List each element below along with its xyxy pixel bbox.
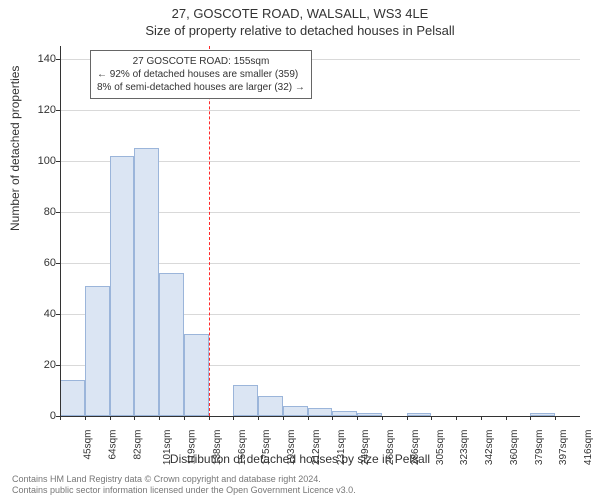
y-tick-label: 140: [30, 53, 56, 65]
histogram-bar: [283, 406, 308, 416]
x-tick-label: 360sqm: [509, 430, 520, 466]
y-tick-label: 0: [30, 410, 56, 422]
footer-line-2: Contains public sector information licen…: [12, 485, 356, 496]
histogram-bar: [85, 286, 110, 416]
x-tick-label: 323sqm: [460, 430, 471, 466]
x-tick-label: 342sqm: [484, 430, 495, 466]
histogram-bar: [159, 273, 184, 416]
plot-area: [60, 46, 580, 416]
x-tick-label: 305sqm: [435, 430, 446, 466]
x-tick-label: 119sqm: [186, 430, 197, 465]
x-tick-label: 175sqm: [261, 430, 272, 466]
annotation-box: 27 GOSCOTE ROAD: 155sqm← 92% of detached…: [90, 50, 312, 99]
histogram-bar: [110, 156, 135, 416]
histogram-bar: [60, 380, 85, 416]
x-tick-label: 138sqm: [212, 430, 223, 466]
x-tick-label: 268sqm: [385, 430, 396, 466]
histogram-bar: [308, 408, 333, 416]
x-tick-label: 212sqm: [311, 430, 322, 466]
annotation-line: ← 92% of detached houses are smaller (35…: [97, 68, 305, 81]
x-tick-label: 379sqm: [534, 430, 545, 466]
x-tick-label: 193sqm: [286, 430, 297, 466]
annotation-line: 8% of semi-detached houses are larger (3…: [97, 81, 305, 94]
footer-line-1: Contains HM Land Registry data © Crown c…: [12, 474, 356, 485]
annotation-line: 27 GOSCOTE ROAD: 155sqm: [97, 55, 305, 68]
y-tick-label: 120: [30, 104, 56, 116]
y-tick-label: 80: [30, 206, 56, 218]
x-tick-label: 416sqm: [583, 430, 594, 466]
histogram-bar: [184, 334, 209, 416]
histogram-bar: [134, 148, 159, 416]
y-tick-label: 40: [30, 308, 56, 320]
y-tick-label: 60: [30, 257, 56, 269]
x-tick-label: 231sqm: [336, 430, 347, 466]
x-tick-label: 101sqm: [162, 430, 173, 466]
data-attribution: Contains HM Land Registry data © Crown c…: [12, 474, 356, 497]
x-tick-label: 286sqm: [410, 430, 421, 466]
x-tick-label: 64sqm: [107, 430, 118, 460]
reference-line: [209, 46, 210, 416]
histogram-bar: [233, 385, 258, 416]
x-tick-label: 156sqm: [237, 430, 248, 466]
y-tick-label: 20: [30, 359, 56, 371]
x-tick-label: 249sqm: [360, 430, 371, 466]
y-axis-label: Number of detached properties: [8, 66, 22, 231]
gridline: [60, 110, 580, 111]
x-tick-label: 82sqm: [132, 430, 143, 460]
y-tick-label: 100: [30, 155, 56, 167]
x-tick-label: 45sqm: [83, 430, 94, 460]
chart-title: Size of property relative to detached ho…: [0, 21, 600, 38]
chart-supertitle: 27, GOSCOTE ROAD, WALSALL, WS3 4LE: [0, 0, 600, 21]
histogram-bar: [258, 396, 283, 416]
x-tick-label: 397sqm: [559, 430, 570, 466]
